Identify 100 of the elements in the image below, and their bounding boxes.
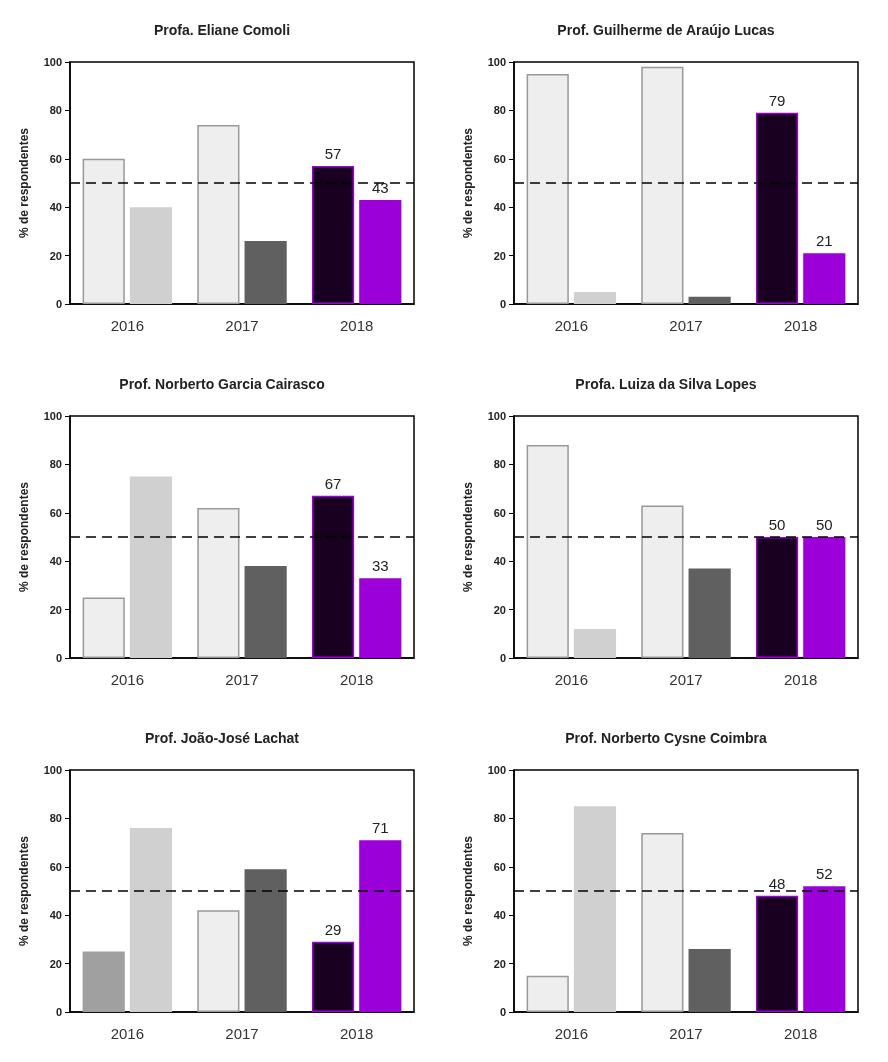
bar	[641, 832, 684, 1012]
x-tick-label: 2017	[669, 317, 703, 334]
chart-title: Profa. Luiza da Silva Lopes	[575, 376, 757, 392]
bar	[755, 895, 799, 1012]
x-tick-label: 2017	[225, 1025, 259, 1042]
y-tick-label: 80	[493, 812, 506, 825]
data-label: 29	[324, 920, 342, 938]
x-tick-label: 2018	[783, 317, 818, 334]
bar	[244, 566, 287, 658]
bar	[359, 578, 402, 658]
data-label: 79	[768, 91, 786, 109]
y-tick-label: 0	[499, 298, 506, 310]
bar	[359, 199, 402, 304]
y-tick-label: 80	[49, 812, 62, 825]
y-tick-label: 80	[493, 458, 506, 471]
bar	[82, 597, 125, 658]
bar	[641, 66, 684, 304]
bar	[803, 253, 846, 304]
x-tick-label: 2018	[783, 671, 818, 688]
y-tick-label: 60	[493, 152, 506, 165]
bar	[641, 505, 684, 658]
x-tick-label: 2016	[110, 317, 145, 334]
data-label: 57	[324, 145, 342, 163]
y-axis-title: % de respondentes	[461, 835, 475, 947]
bar	[82, 951, 125, 1012]
bar	[573, 628, 617, 658]
y-tick-label: 60	[493, 860, 506, 873]
data-label: 52	[815, 865, 833, 883]
y-axis-title: % de respondentes	[17, 127, 31, 239]
y-tick-label: 60	[49, 506, 62, 519]
data-label: 21	[815, 232, 833, 250]
data-label: 67	[324, 474, 342, 492]
y-tick-label: 40	[49, 201, 62, 214]
data-label: 71	[371, 819, 389, 837]
data-label: 50	[768, 516, 786, 533]
y-tick-label: 100	[487, 56, 506, 68]
chart-title: Prof. Guilherme de Araújo Lucas	[557, 22, 775, 38]
x-tick-label: 2016	[554, 671, 589, 688]
bar	[244, 869, 287, 1012]
y-tick-label: 40	[493, 201, 506, 214]
x-tick-label: 2018	[339, 1025, 374, 1042]
x-tick-label: 2016	[110, 1025, 145, 1042]
bar	[688, 949, 731, 1012]
data-label: 50	[815, 516, 833, 533]
y-axis-title: % de respondentes	[17, 835, 31, 947]
x-tick-label: 2017	[225, 671, 259, 688]
y-tick-label: 0	[55, 298, 62, 310]
bar	[688, 568, 731, 658]
bar	[197, 507, 240, 658]
y-tick-label: 20	[493, 603, 506, 616]
bar	[688, 296, 731, 304]
y-tick-label: 80	[49, 104, 62, 117]
y-tick-label: 40	[493, 909, 506, 922]
bar	[803, 537, 846, 658]
chart-title: Prof. João-José Lachat	[144, 730, 300, 746]
bar	[244, 241, 287, 304]
y-tick-label: 0	[55, 652, 62, 664]
y-tick-label: 20	[493, 957, 506, 970]
y-axis-title: % de respondentes	[461, 127, 475, 239]
x-tick-label: 2018	[339, 671, 374, 688]
bar	[197, 124, 240, 304]
x-tick-label: 2018	[339, 317, 374, 334]
y-tick-label: 60	[493, 506, 506, 519]
x-tick-label: 2017	[225, 317, 259, 334]
y-tick-label: 20	[49, 957, 62, 970]
bar	[573, 806, 617, 1012]
bar	[526, 445, 569, 658]
bar	[129, 476, 173, 658]
x-tick-label: 2017	[669, 671, 703, 688]
bar	[82, 158, 125, 304]
y-tick-label: 60	[49, 860, 62, 873]
y-tick-label: 20	[49, 603, 62, 616]
y-tick-label: 80	[49, 458, 62, 471]
y-tick-label: 0	[499, 1006, 506, 1018]
x-tick-label: 2018	[783, 1025, 818, 1042]
x-tick-label: 2016	[554, 317, 589, 334]
y-tick-label: 40	[49, 555, 62, 568]
y-tick-label: 60	[49, 152, 62, 165]
y-tick-label: 100	[43, 764, 62, 776]
chart-title: Profa. Eliane Comoli	[153, 22, 291, 38]
bar	[573, 291, 617, 304]
bar	[311, 495, 355, 658]
bar	[311, 166, 355, 304]
y-tick-label: 100	[487, 764, 506, 776]
x-tick-label: 2017	[669, 1025, 703, 1042]
bar	[129, 828, 173, 1012]
y-tick-label: 100	[487, 410, 506, 422]
y-axis-title: % de respondentes	[461, 481, 475, 593]
bar	[755, 112, 799, 304]
data-label: 33	[371, 557, 389, 575]
bar	[359, 840, 402, 1012]
x-tick-label: 2016	[110, 671, 145, 688]
y-tick-label: 40	[49, 909, 62, 922]
chart-title: Prof. Norberto Cysne Coimbra	[565, 730, 767, 746]
y-tick-label: 0	[55, 1006, 62, 1018]
data-label: 43	[371, 178, 389, 196]
y-tick-label: 40	[493, 555, 506, 568]
y-tick-label: 20	[49, 249, 62, 262]
y-tick-label: 20	[493, 249, 506, 262]
bar	[803, 886, 846, 1012]
